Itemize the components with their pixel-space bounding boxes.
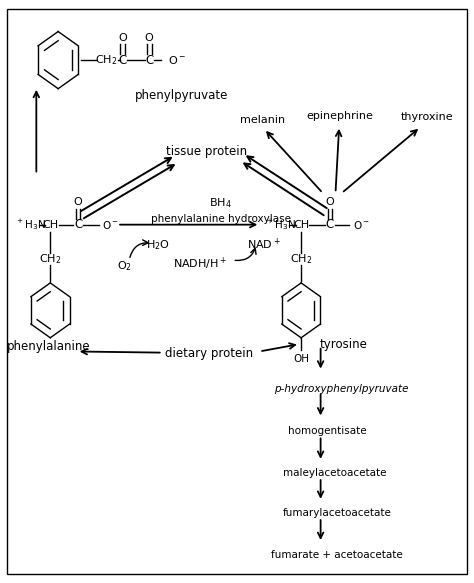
Text: NAD$^+$: NAD$^+$ — [247, 237, 281, 252]
Text: $^+$H$_3$N: $^+$H$_3$N — [265, 217, 296, 232]
Text: epinephrine: epinephrine — [307, 111, 374, 121]
Text: O: O — [326, 197, 334, 207]
Text: O: O — [118, 33, 127, 43]
Text: O: O — [145, 33, 154, 43]
Text: CH$_2$: CH$_2$ — [39, 252, 62, 266]
Text: tissue protein: tissue protein — [166, 145, 247, 158]
Text: H$_2$O: H$_2$O — [146, 238, 170, 251]
Text: C: C — [326, 218, 334, 231]
Text: fumarate + acetoacetate: fumarate + acetoacetate — [271, 550, 403, 560]
Text: maleylacetoacetate: maleylacetoacetate — [283, 468, 386, 478]
Text: fumarylacetoacetate: fumarylacetoacetate — [283, 508, 392, 518]
Text: $^+$H$_3$N: $^+$H$_3$N — [15, 217, 46, 232]
Text: dietary protein: dietary protein — [165, 347, 253, 360]
Text: CH$_2$: CH$_2$ — [95, 53, 117, 67]
Text: O$_2$: O$_2$ — [117, 259, 132, 273]
Text: C: C — [118, 54, 127, 66]
Text: p-hydroxyphenylpyruvate: p-hydroxyphenylpyruvate — [274, 384, 409, 394]
Text: melanin: melanin — [240, 115, 285, 125]
Text: BH$_4$: BH$_4$ — [210, 196, 232, 210]
Text: CH: CH — [293, 220, 309, 230]
Text: O$^-$: O$^-$ — [353, 219, 370, 231]
Text: C: C — [74, 218, 82, 231]
Text: O$^-$: O$^-$ — [102, 219, 119, 231]
Text: tyrosine: tyrosine — [320, 338, 368, 352]
Text: C: C — [145, 54, 153, 66]
Text: O$^-$: O$^-$ — [168, 54, 186, 66]
Text: phenylalanine hydroxylase: phenylalanine hydroxylase — [151, 214, 291, 224]
Text: homogentisate: homogentisate — [288, 427, 367, 437]
Text: CH: CH — [42, 220, 58, 230]
Text: thyroxine: thyroxine — [401, 113, 454, 122]
Text: O: O — [74, 197, 82, 207]
Text: phenylpyruvate: phenylpyruvate — [135, 89, 228, 101]
Text: OH: OH — [293, 354, 309, 364]
Text: CH$_2$: CH$_2$ — [290, 252, 312, 266]
Text: phenylalanine: phenylalanine — [7, 340, 91, 353]
Text: NADH/H$^+$: NADH/H$^+$ — [173, 256, 227, 272]
